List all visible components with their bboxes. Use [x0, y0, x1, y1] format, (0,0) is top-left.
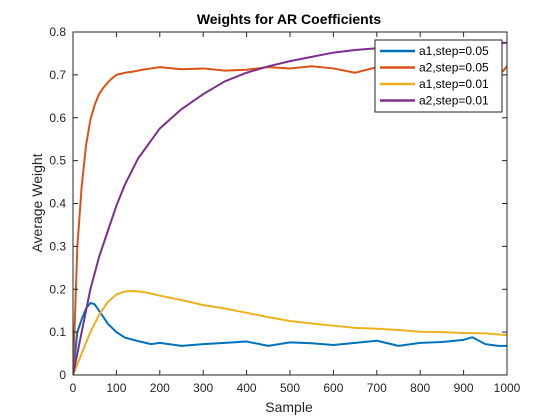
legend-label-2: a2,step=0.05: [419, 61, 489, 75]
x-tick-label: 300: [193, 381, 213, 395]
x-tick-label: 200: [150, 381, 170, 395]
y-axis-label: Average Weight: [29, 153, 45, 252]
x-tick-label: 100: [106, 381, 126, 395]
x-tick-label: 400: [237, 381, 257, 395]
legend: a1,step=0.05 a2,step=0.05 a1,step=0.01 a2,s…: [374, 39, 503, 113]
y-tick-label: 0.6: [49, 111, 66, 125]
legend-label-3: a1,step=0.01: [419, 77, 489, 91]
series-line-3: [73, 289, 507, 375]
x-tick-label: 800: [410, 381, 430, 395]
x-tick-label: 0: [70, 381, 77, 395]
x-tick-label: 1000: [494, 381, 521, 395]
y-tick-label: 0.2: [49, 282, 66, 296]
x-tick-label: 500: [280, 381, 300, 395]
chart-title: Weights for AR Coefficients: [197, 11, 382, 27]
y-tick-label: 0.3: [49, 239, 66, 253]
y-tick-label: 0.4: [49, 197, 66, 211]
x-tick-label: 900: [454, 381, 474, 395]
series-line-1: [73, 301, 507, 375]
y-tick-label: 0.7: [49, 68, 66, 82]
y-tick-label: 0.8: [49, 25, 66, 39]
plot-area: 0 100 200 300 400 500 600 700 800 900 1000 0 0.1 0.2 0…: [49, 25, 520, 395]
y-tick-label: 0.1: [49, 325, 66, 339]
y-tick-label: 0.5: [49, 154, 66, 168]
x-axis-label: Sample: [265, 399, 313, 415]
y-tick-label: 0: [59, 368, 66, 382]
legend-label-4: a2,step=0.01: [419, 94, 489, 108]
legend-label-1: a1,step=0.05: [419, 44, 489, 58]
x-tick-label: 700: [367, 381, 387, 395]
x-tick-label: 600: [323, 381, 343, 395]
